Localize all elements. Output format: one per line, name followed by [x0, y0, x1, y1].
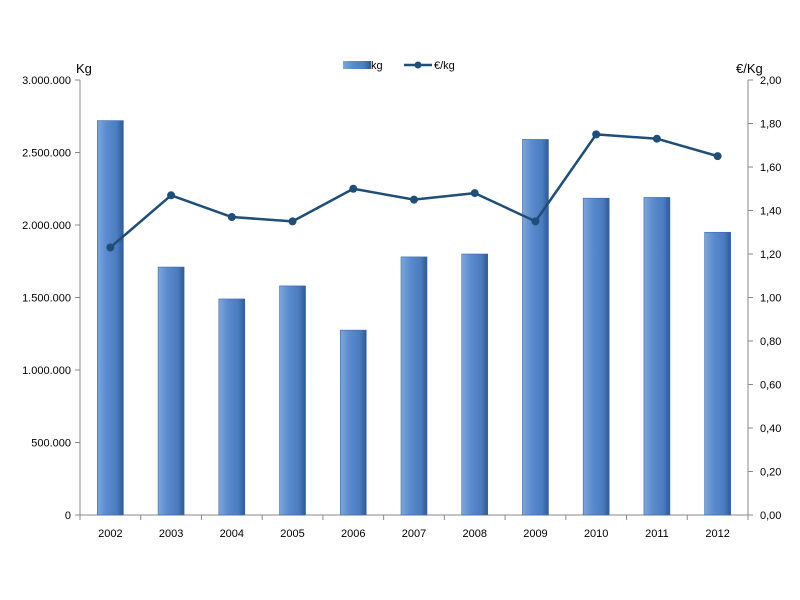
price-point — [227, 213, 236, 222]
x-tick-label: 2007 — [402, 528, 426, 540]
x-tick-label: 2005 — [280, 528, 304, 540]
bar — [218, 298, 246, 516]
left-tick-label: 1.000.000 — [22, 365, 71, 377]
bar — [97, 120, 124, 516]
bar — [522, 139, 549, 516]
x-tick-label: 2008 — [462, 528, 486, 540]
bar — [643, 197, 671, 516]
right-tick-label: 1,20 — [760, 249, 781, 261]
bar — [400, 256, 428, 516]
price-point — [288, 217, 297, 226]
price-point — [470, 189, 479, 198]
price-point — [713, 152, 722, 161]
right-tick-label: 2,00 — [760, 75, 781, 87]
x-tick-label: 2003 — [159, 528, 183, 540]
line-series-eur-kg — [106, 130, 722, 252]
bar — [704, 231, 731, 516]
bar-series-kg — [97, 120, 731, 516]
right-tick-label: 0,00 — [760, 510, 781, 522]
right-axis-title: €/Kg — [736, 61, 763, 76]
bar — [339, 329, 367, 516]
legend: kg €/kg — [343, 60, 455, 72]
legend-swatch-kg — [343, 61, 371, 69]
x-tick-label: 2009 — [523, 528, 547, 540]
price-point — [652, 134, 661, 143]
price-point — [349, 184, 358, 193]
x-tick-label: 2011 — [645, 528, 669, 540]
right-tick-label: 1,40 — [760, 206, 781, 218]
bar — [582, 197, 610, 516]
right-tick-label: 1,00 — [760, 293, 781, 305]
right-tick-label: 0,80 — [760, 336, 781, 348]
right-tick-label: 0,40 — [760, 423, 781, 435]
x-tick-label: 2004 — [220, 528, 244, 540]
left-tick-label: 2.500.000 — [22, 148, 71, 160]
left-axis-title: Kg — [76, 61, 92, 76]
left-tick-label: 1.500.000 — [22, 293, 71, 305]
price-point — [106, 243, 115, 252]
bar — [279, 285, 306, 516]
x-tick-label: 2010 — [584, 528, 608, 540]
legend-label-kg: kg — [371, 60, 383, 72]
price-point — [592, 130, 601, 139]
legend-label-eur-kg: €/kg — [434, 60, 455, 72]
x-tick-label: 2002 — [98, 528, 122, 540]
right-tick-label: 0,20 — [760, 467, 781, 479]
axes: 0 500.000 1.000.000 1.500.000 2.000.000 2.500… — [22, 75, 781, 540]
bar — [157, 266, 185, 516]
price-line — [109, 133, 718, 249]
legend-marker-eur-kg — [414, 61, 422, 69]
price-point — [167, 191, 176, 200]
right-tick-label: 1,60 — [760, 162, 781, 174]
right-tick-label: 1,80 — [760, 119, 781, 131]
left-tick-label: 3.000.000 — [22, 75, 71, 87]
x-tick-label: 2006 — [341, 528, 365, 540]
bar — [461, 253, 489, 516]
price-point — [531, 217, 540, 226]
right-tick-label: 0,60 — [760, 380, 781, 392]
left-tick-label: 2.000.000 — [22, 220, 71, 232]
price-point — [410, 195, 418, 204]
left-tick-label: 0 — [65, 510, 71, 522]
left-tick-label: 500.000 — [31, 438, 71, 450]
x-tick-label: 2012 — [705, 528, 729, 540]
